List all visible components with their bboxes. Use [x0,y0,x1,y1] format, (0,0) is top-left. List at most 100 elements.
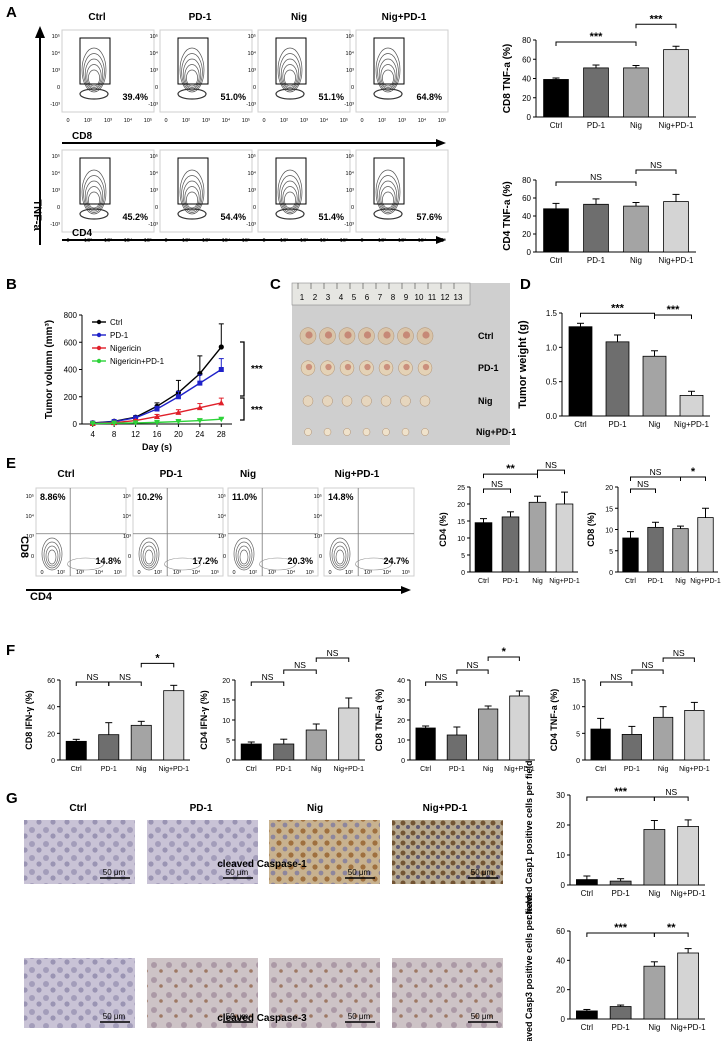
contour [43,541,61,569]
y-tick-label: 60 [522,194,531,203]
y-tick-label: 20 [522,230,531,239]
x-tick-label: 0 [360,118,363,124]
significance-bracket [631,669,664,674]
significance-bracket [456,669,489,674]
x-tick-label: 10² [345,570,353,576]
tumor [382,428,390,436]
marker [175,409,182,415]
y-tick-label: 0 [155,85,158,91]
contour [237,545,251,567]
contour [329,537,351,571]
marker [175,394,181,400]
significance-label: NS [87,672,99,682]
y-tick-label: 10⁴ [52,50,61,57]
y-tick-label: 10⁵ [150,153,158,160]
arrowhead [35,26,45,38]
contour [259,557,296,571]
gate [177,157,209,205]
y-tick-label: 10⁴ [150,50,159,57]
bar-chart-G2: 0 20 40 60 Ctrl PD-1 Nig Nig+PD-1 cleaved Casp3 … [524,895,706,1041]
x-tick-label: Nig+PD-1 [674,420,709,429]
column-header: PD-1 [189,12,212,23]
gate [79,157,111,205]
significance-bracket [662,657,695,662]
gate [373,37,405,85]
x-tick-label: Nig [648,1023,660,1032]
legend-marker [96,345,102,351]
y-tick-label: 10³ [26,534,34,540]
quadrant-percent: 17.2% [192,556,218,566]
y-axis-label: Tumor weight (g) [517,320,529,409]
tumor [362,428,371,436]
bar-Nig+PD-1 [697,517,714,573]
ruler-number: 4 [339,293,344,302]
y-tick-label: 10³ [123,534,131,540]
x-tick-label: Ctrl [550,256,563,265]
y-tick-label: 0 [226,758,230,765]
x-tick-label: 0 [66,118,69,124]
x-tick-label: Nig [136,766,147,773]
y-tick-label: 15 [222,698,230,705]
y-tick-label: 5 [609,549,613,556]
x-tick-label: Nig+PD-1 [671,1023,706,1032]
significance-bracket [537,469,565,475]
y-axis-label: CD4 TNF-a (%) [502,181,513,250]
y-tick-label: 0 [576,758,580,765]
x-tick-label: 10² [378,118,386,124]
bar-PD-1 [583,67,609,118]
y-tick-label: 15 [457,519,465,526]
y-tick-label: 0.5 [546,378,558,387]
y-tick-label: -10³ [148,102,158,108]
y-tick-label: 0 [461,570,465,577]
contour [83,53,105,91]
x-tick-label: 10⁴ [192,569,201,576]
significance-label: NS [327,648,339,658]
bar-Nig+PD-1 [555,503,574,573]
legend-label: Nigericin+PD-1 [110,357,165,366]
significance-label: ** [506,463,515,475]
significance-label: NS [642,660,654,670]
scale-bar-label: 50 μm [226,868,249,877]
significance-label: NS [294,660,306,670]
marker [89,421,96,427]
plot-frame [257,29,351,113]
y-axis-label: Tumor volumn (mm³) [44,320,55,419]
bar-chart-F1: 0 20 40 60 Ctrl PD-1 Nig Nig+PD-1 CD8 IFN-γ (%) N… [24,652,190,773]
row-caption: cleaved Caspase-3 [217,1013,307,1024]
panel-label-G: G [6,790,18,807]
contour [41,537,63,571]
ruler-number: 3 [326,293,331,302]
y-tick-label: 0 [253,85,256,91]
contour [375,47,401,93]
x-tick-label: PD-1 [449,766,465,773]
y-tick-label: 5 [576,731,580,738]
contour [83,175,105,213]
contour [355,557,392,571]
flow-axis-x-label: CD8 [72,131,92,142]
tissue [147,958,258,1028]
contour [81,169,107,215]
significance-bracket [315,657,350,662]
contour [377,53,399,91]
y-tick-label: 0 [351,205,354,211]
significance-label: *** [614,786,628,798]
plot-frame [257,149,351,233]
x-tick-label: 10³ [104,118,112,124]
y-tick-label: 10³ [248,68,256,74]
y-axis-label: CD4 (%) [438,512,448,547]
x-axis-label: Day (s) [142,442,172,452]
contour [179,47,205,93]
y-tick-label: 20 [522,94,531,103]
marker [154,413,160,420]
dot-plot: 14.8% 24.7% 10⁵ 10⁴ 10³ 0 0 10² 10³ 10⁴ 10⁵ [314,487,415,577]
column-header: Nig [307,803,323,814]
contour [182,180,202,212]
x-tick-label: 10⁵ [242,117,250,124]
x-tick-label: PD-1 [587,256,606,265]
bar-Nig+PD-1 [509,695,530,761]
y-tick-label: 80 [522,36,531,45]
tumor [341,395,353,407]
bar-Ctrl [474,522,493,573]
contour-base [177,208,207,220]
